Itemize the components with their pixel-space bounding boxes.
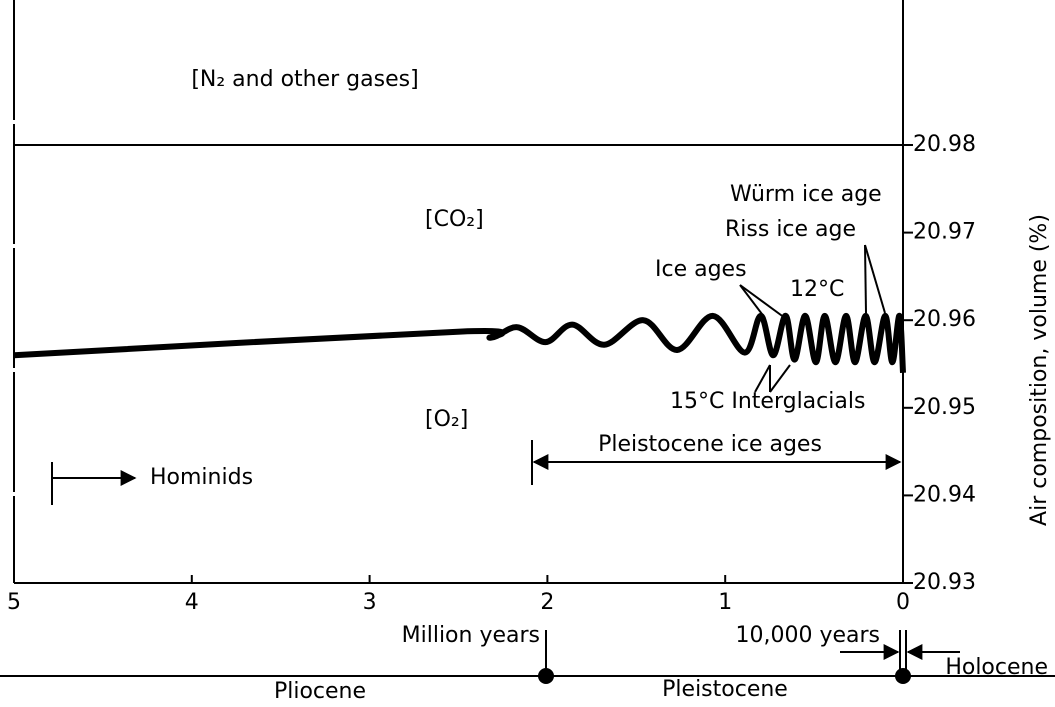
annotation: [N₂ and other gases] bbox=[191, 67, 418, 92]
x-tick-label: 4 bbox=[185, 590, 199, 615]
y-tick-label: 20.94 bbox=[913, 482, 976, 507]
annotation: Hominids bbox=[150, 465, 253, 490]
y-tick-label: 20.96 bbox=[913, 307, 976, 332]
annotation-arrows bbox=[0, 244, 1055, 677]
annotation: Ice ages bbox=[655, 257, 747, 282]
x-tick-label: 0 bbox=[896, 590, 910, 615]
y-tick-label: 20.98 bbox=[913, 132, 976, 157]
annotation: 10,000 years bbox=[735, 623, 880, 648]
annotation: [O₂] bbox=[425, 407, 468, 432]
annotation: Pliocene bbox=[274, 679, 366, 704]
y-axis-label: Air composition, volume (%) bbox=[1027, 214, 1052, 526]
x-tick-label: 2 bbox=[540, 590, 554, 615]
y-tick-label: 20.95 bbox=[913, 395, 976, 420]
annotation: Riss ice age bbox=[725, 217, 856, 242]
boundary-dot bbox=[895, 668, 911, 684]
x-axis-label: Million years bbox=[402, 623, 540, 648]
annotation: Pleistocene ice ages bbox=[598, 432, 822, 457]
x-tick-label: 3 bbox=[363, 590, 377, 615]
x-tick-label: 5 bbox=[7, 590, 21, 615]
frame bbox=[13, 0, 904, 584]
data-line bbox=[13, 312, 906, 373]
annotation: [CO₂] bbox=[425, 207, 484, 232]
annotation: 15°C Interglacials bbox=[670, 389, 865, 414]
boundary-dot bbox=[538, 668, 554, 684]
annotation: 12°C bbox=[790, 277, 844, 302]
annotation: Pleistocene bbox=[662, 677, 788, 702]
y-tick-label: 20.93 bbox=[913, 570, 976, 595]
x-tick-label: 1 bbox=[718, 590, 732, 615]
annotation: Würm ice age bbox=[730, 182, 882, 207]
y-tick-label: 20.97 bbox=[913, 220, 976, 245]
